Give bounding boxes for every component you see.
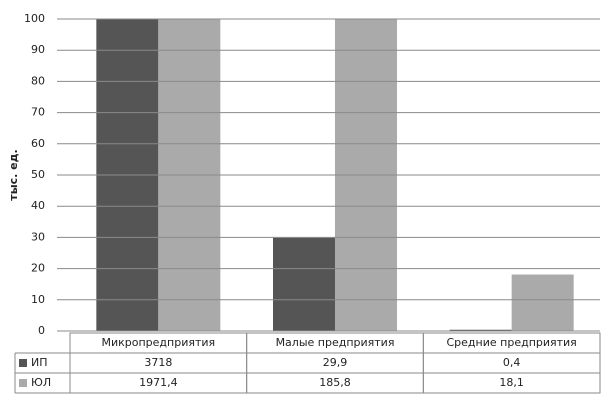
y-tick-label: 80 [31,74,45,87]
y-axis-title: тыс. ед. [7,149,20,200]
table-value: 1971,4 [139,376,178,389]
bar [335,19,397,331]
y-tick-label: 100 [24,12,45,25]
y-tick-label: 0 [38,324,45,337]
table-value: 0,4 [503,356,521,369]
legend-swatch [19,379,27,387]
y-tick-label: 10 [31,293,45,306]
y-tick-label: 70 [31,106,45,119]
x-tick-label: Малые предприятия [276,336,395,349]
bar [96,19,159,331]
y-tick-label: 20 [31,262,45,275]
y-tick-label: 60 [31,137,45,150]
bar [449,329,512,331]
table-value: 29,9 [323,356,348,369]
y-tick-label: 50 [31,168,45,181]
bar [511,274,574,331]
y-tick-label: 90 [31,43,45,56]
bar [158,19,221,331]
table-value: 18,1 [499,376,524,389]
y-tick-label: 30 [31,230,45,243]
table-value: 3718 [144,356,172,369]
plot-area [96,19,574,331]
y-tick-label: 40 [31,199,45,212]
bar [273,237,335,331]
table-value: 185,8 [319,376,351,389]
x-tick-label: Средние предприятия [447,336,577,349]
legend-label: ИП [31,356,48,369]
legend-label: ЮЛ [31,376,51,389]
x-tick-label: Микропредприятия [101,336,215,349]
legend-swatch [19,359,27,367]
